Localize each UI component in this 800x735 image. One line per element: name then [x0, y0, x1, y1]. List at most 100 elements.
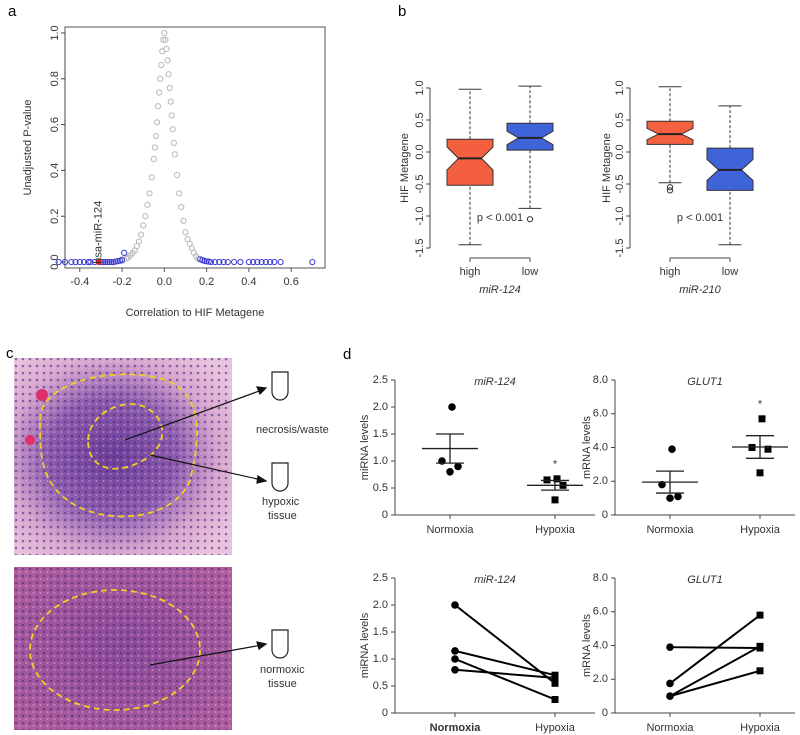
y-tick-label: 1.0 [373, 455, 388, 467]
data-point [169, 126, 176, 133]
data-point [168, 112, 175, 119]
y-tick-label: 2.0 [593, 673, 608, 685]
tissue-texture [14, 358, 232, 555]
pair-line [454, 658, 556, 701]
y-tick-label: 1.0 [414, 80, 426, 95]
y-tick-label: -0.5 [614, 175, 626, 194]
data-point [153, 119, 161, 126]
x-tick-label: 0.6 [284, 276, 299, 288]
x-tick-label: Normoxia [646, 722, 694, 734]
normoxic-boundary [29, 589, 201, 711]
data-point [451, 655, 459, 663]
chart-title: GLUT1 [687, 574, 722, 586]
data-point [454, 462, 462, 471]
data-point [164, 57, 171, 64]
y-tick-label: 0.8 [49, 71, 61, 86]
tube-label: normoxic [260, 664, 305, 676]
y-axis-label: mRNA levels [581, 614, 593, 677]
y-tick-label: 0.2 [49, 209, 61, 224]
data-point [158, 61, 165, 69]
necrosis-boundary [87, 403, 164, 470]
data-point [668, 445, 676, 453]
data-point [666, 494, 674, 502]
data-point [758, 415, 766, 423]
chart: 0 0.5 1.0 1.5 2.0 2.5 Normoxia Hypoxia miR-124 mi… [359, 572, 595, 734]
data-point [95, 258, 102, 266]
data-point [254, 258, 261, 266]
y-tick-label: 0.4 [49, 163, 61, 178]
data-point [262, 258, 269, 266]
arrowhead [256, 386, 268, 396]
tube [271, 629, 289, 659]
data-point [451, 601, 459, 609]
y-tick-label: 0.5 [414, 112, 426, 127]
y-tick-label: 0 [382, 509, 388, 521]
tube-label: hypoxic [262, 496, 300, 508]
pair-line [669, 645, 761, 698]
tube-label: tissue [268, 678, 297, 690]
x-tick-label: Normoxia [426, 524, 474, 536]
pair-line [669, 614, 761, 685]
data-point [756, 469, 764, 477]
y-tick-label: -1.0 [614, 207, 626, 226]
tube-label: necrosis/waste [256, 424, 329, 436]
y-tick-label: 1.0 [49, 25, 61, 40]
data-point [106, 258, 113, 266]
data-point [271, 258, 278, 266]
y-tick-label: 4.0 [593, 441, 608, 453]
data-point [165, 71, 172, 78]
x-tick-label: Hypoxia [535, 722, 576, 734]
data-point [151, 144, 158, 151]
data-point [553, 475, 561, 483]
tube [271, 462, 289, 492]
outlier [526, 216, 534, 223]
data-point [170, 139, 177, 147]
data-point [140, 222, 147, 229]
x-tick-label: Hypoxia [535, 524, 576, 536]
data-point [155, 89, 163, 96]
y-tick-label: 8.0 [593, 374, 608, 386]
y-tick-label: 0.5 [614, 112, 626, 127]
x-axis-label: Correlation to HIF Metagene [126, 307, 265, 319]
arrows [124, 386, 268, 666]
x-tick-label: 0.2 [199, 276, 214, 288]
data-point [121, 249, 128, 256]
y-tick-label: 6.0 [593, 606, 608, 618]
x-tick-label: low [522, 266, 539, 278]
data-point [162, 36, 169, 43]
data-point [161, 29, 168, 37]
data-point [61, 258, 69, 266]
data-point [68, 258, 75, 266]
y-tick-label: 0.0 [414, 144, 426, 159]
data-point [216, 258, 223, 266]
chart: -1.5 -1.0 -0.5 0.0 0.5 1.0 high low p < 0.001 miR… [601, 80, 754, 296]
pair-line [669, 669, 761, 698]
y-tick-label: -1.5 [614, 239, 626, 258]
data-point [80, 258, 88, 266]
data-point [137, 231, 145, 238]
panel-label: a [8, 3, 17, 20]
data-point [764, 445, 772, 453]
data-point [154, 103, 162, 110]
data-point [157, 75, 164, 82]
data-point [146, 190, 153, 197]
panel-label: c [6, 345, 14, 362]
data-point [448, 403, 456, 411]
y-tick-label: 0.0 [614, 144, 626, 159]
arrow [149, 454, 263, 481]
y-tick-label: 0.5 [373, 680, 388, 692]
annotation: p < 0.001 [477, 212, 523, 224]
data-point [152, 132, 159, 140]
x-axis-label: miR-124 [479, 284, 521, 296]
y-tick-label: 6.0 [593, 408, 608, 420]
data-point [76, 258, 83, 266]
y-tick-label: 1.5 [373, 428, 388, 440]
annotation: p < 0.001 [677, 212, 723, 224]
data-point [551, 674, 559, 682]
x-tick-label: Hypoxia [740, 722, 781, 734]
data-point [266, 258, 274, 266]
y-tick-label: 1.0 [614, 80, 626, 95]
chart: 0 2.0 4.0 6.0 8.0 Normoxia Hypoxia GLUT1 mRNA le… [581, 572, 795, 734]
vessel [36, 389, 48, 401]
